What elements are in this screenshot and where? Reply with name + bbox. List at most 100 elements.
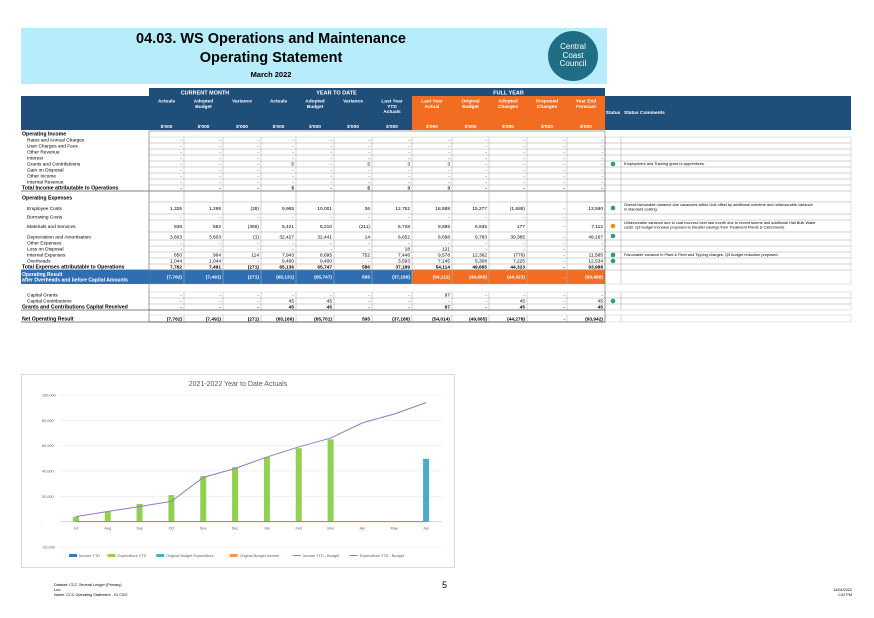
row-label: Total Income attributable to Operations [22,186,119,192]
column-header: Adopted Budget [194,99,214,110]
table-cell [371,190,413,203]
table-cell [333,245,373,253]
table-cell [333,213,373,221]
table-value: - [563,175,565,180]
table-value: - [601,248,603,253]
table-value: 3,603 [170,235,182,241]
table-value: (211) [359,224,370,230]
table-value: - [219,157,221,162]
table-value: - [485,294,487,299]
table-cell [488,148,528,156]
table-cell [488,184,528,192]
table-cell [451,148,490,156]
comment-cell [620,257,852,265]
table-value: - [180,248,182,253]
council-logo: Central Coast Council [548,31,598,81]
table-cell [183,213,224,221]
table-value: - [601,216,603,221]
table-value: 45 [289,299,295,305]
table-value: 8,698 [438,235,450,241]
table-cell [333,257,373,265]
table-cell [333,142,373,150]
table-cell [295,154,335,162]
table-value: - [330,181,332,186]
table-value: 7,145 [438,259,450,265]
column-unit: $'000 [161,124,173,130]
table-value: - [292,139,294,144]
table-value: 93,988 [588,265,603,271]
table-value: - [257,163,259,168]
table-cell [260,245,297,253]
table-value: 177 [517,224,525,230]
status-header-band [605,96,851,130]
table-cell [451,239,490,247]
logo-line: Coast [562,50,584,60]
table-value: - [257,300,259,305]
table-value: - [219,216,221,221]
status-cell [604,291,622,299]
table-value: 5,210 [320,224,332,230]
status-indicator-icon [610,252,616,258]
table-cell [411,142,453,150]
table-value: - [485,248,487,253]
table-value: - [219,151,221,156]
table-value: - [563,145,565,150]
row-label: Internal Revenue [27,180,64,186]
comment-cell [620,148,852,156]
y-tick-label: -20,000 [42,546,55,550]
table-value: 32,427 [279,235,294,241]
table-cell [566,142,606,150]
table-cell [333,184,373,192]
table-value: - [257,306,259,311]
table-cell [371,166,413,174]
table-cell [222,148,262,156]
table-cell [566,154,606,162]
table-value: (54,111) [433,275,451,281]
table-cell [148,160,185,168]
table-cell [488,142,528,150]
table-cell [451,166,490,174]
table-cell [526,184,568,192]
chart-bar [104,511,111,522]
legend-label: Income YTD - Budget [303,554,340,558]
table-cell [295,166,335,174]
table-cell [526,166,568,174]
table-value: - [368,300,370,305]
table-cell [333,136,373,144]
table-value: - [257,181,259,186]
table-value: - [180,139,182,144]
table-value: - [408,169,410,174]
table-value: - [601,187,603,192]
table-value: 121 [442,247,450,253]
column-unit: $'000 [309,124,321,130]
table-cell [526,303,568,311]
table-cell [260,291,297,299]
footer-date: 14/04/2022 [832,588,852,592]
report-period: March 2022 [250,70,292,79]
table-value: - [180,181,182,186]
group-label: YEAR TO DATE [316,90,357,96]
comment-cell [620,184,852,192]
table-value: - [292,169,294,174]
table-cell [183,136,224,144]
table-value: - [292,216,294,221]
table-value: - [563,151,565,156]
table-value: - [219,242,221,247]
table-value: - [448,242,450,247]
chart-title: 2021-2022 Year to Date Actuals [189,381,288,388]
column-unit: $'000 [541,124,553,130]
table-value: 97 [445,293,451,299]
table-cell [371,142,413,150]
table-value: (93,942) [585,317,603,323]
table-value: - [523,151,525,156]
table-cell [295,239,335,247]
table-cell [148,142,185,150]
table-value: - [257,294,259,299]
table-cell [183,148,224,156]
table-cell [183,245,224,253]
legend-swatch [229,554,238,557]
table-value: - [448,139,450,144]
table-value: 7,112 [591,224,603,230]
table-value: - [408,157,410,162]
table-cell [451,172,490,180]
